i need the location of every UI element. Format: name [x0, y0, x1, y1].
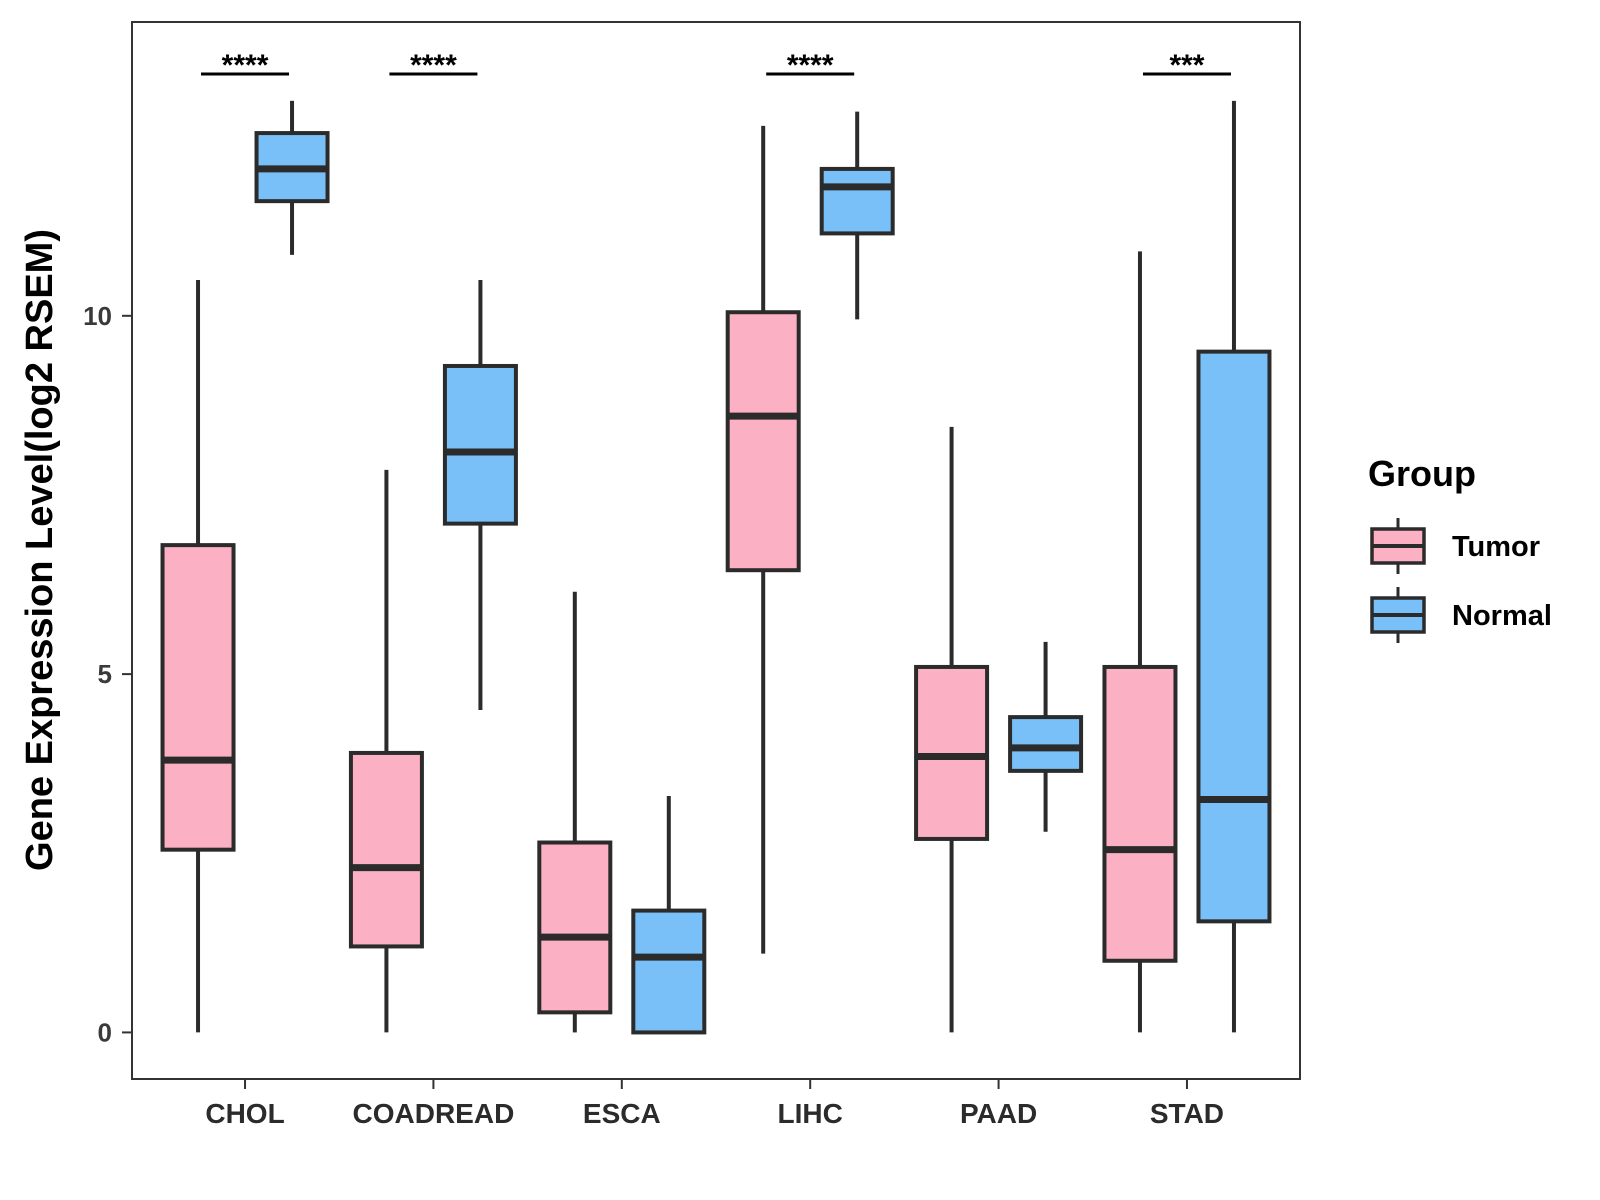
box-body	[537, 840, 613, 1015]
x-tick-label-esca: ESCA	[583, 1098, 661, 1129]
box-body	[160, 543, 236, 852]
significance-label: ****	[787, 49, 834, 82]
box-body	[819, 166, 895, 236]
legend-label: Normal	[1452, 600, 1552, 632]
box-normal-lihc	[819, 111, 895, 320]
y-tick-label: 0	[98, 1017, 112, 1047]
box-body	[631, 908, 707, 1035]
significance-lihc: ****	[766, 49, 855, 82]
significance-chol: ****	[201, 49, 290, 82]
x-tick-label-stad: STAD	[1150, 1098, 1224, 1129]
significance-stad: ***	[1142, 49, 1231, 82]
significance-label: ****	[410, 49, 457, 82]
box-body	[725, 310, 801, 573]
significance-label: ***	[1169, 49, 1204, 82]
box-body	[1008, 715, 1084, 773]
significance-label: ****	[222, 49, 269, 82]
legend-title: Group	[1368, 453, 1476, 494]
box-body	[1196, 349, 1272, 924]
box-tumor-lihc	[725, 125, 801, 954]
box-tumor-coadread	[348, 469, 424, 1033]
box-body	[442, 363, 518, 526]
box-body	[1102, 664, 1178, 963]
legend-entries: Tumor Normal	[1370, 518, 1552, 643]
x-tick-label-lihc: LIHC	[778, 1098, 843, 1129]
y-axis: 0 5 10	[83, 301, 132, 1047]
significance-layer: **** **** **** ***	[201, 49, 1231, 82]
box-tumor-chol	[160, 279, 236, 1033]
box-body	[914, 664, 990, 841]
box-tumor-esca	[537, 591, 613, 1033]
x-axis: CHOL COADREAD ESCA LIHC PAAD STAD	[205, 1079, 1224, 1129]
y-axis-title: Gene Expression Level(log2 RSEM)	[19, 229, 61, 871]
x-tick-label-chol: CHOL	[205, 1098, 284, 1129]
box-normal-esca	[631, 795, 707, 1035]
boxes-layer	[160, 100, 1272, 1035]
y-tick-label: 5	[98, 659, 112, 689]
legend-entry-normal: Normal	[1370, 587, 1552, 643]
box-normal-stad	[1196, 100, 1272, 1033]
box-normal-chol	[254, 100, 330, 255]
x-tick-label-paad: PAAD	[960, 1098, 1037, 1129]
box-normal-paad	[1008, 641, 1084, 832]
significance-coadread: ****	[389, 49, 478, 82]
box-body	[348, 750, 424, 949]
y-tick-label: 10	[83, 301, 112, 331]
legend-label: Tumor	[1452, 531, 1540, 563]
legend-entry-tumor: Tumor	[1370, 518, 1540, 574]
legend: Group Tumor Normal	[1368, 453, 1552, 643]
box-tumor-paad	[914, 426, 990, 1033]
x-tick-label-coadread: COADREAD	[353, 1098, 515, 1129]
box-normal-coadread	[442, 279, 518, 710]
box-tumor-stad	[1102, 251, 1178, 1033]
